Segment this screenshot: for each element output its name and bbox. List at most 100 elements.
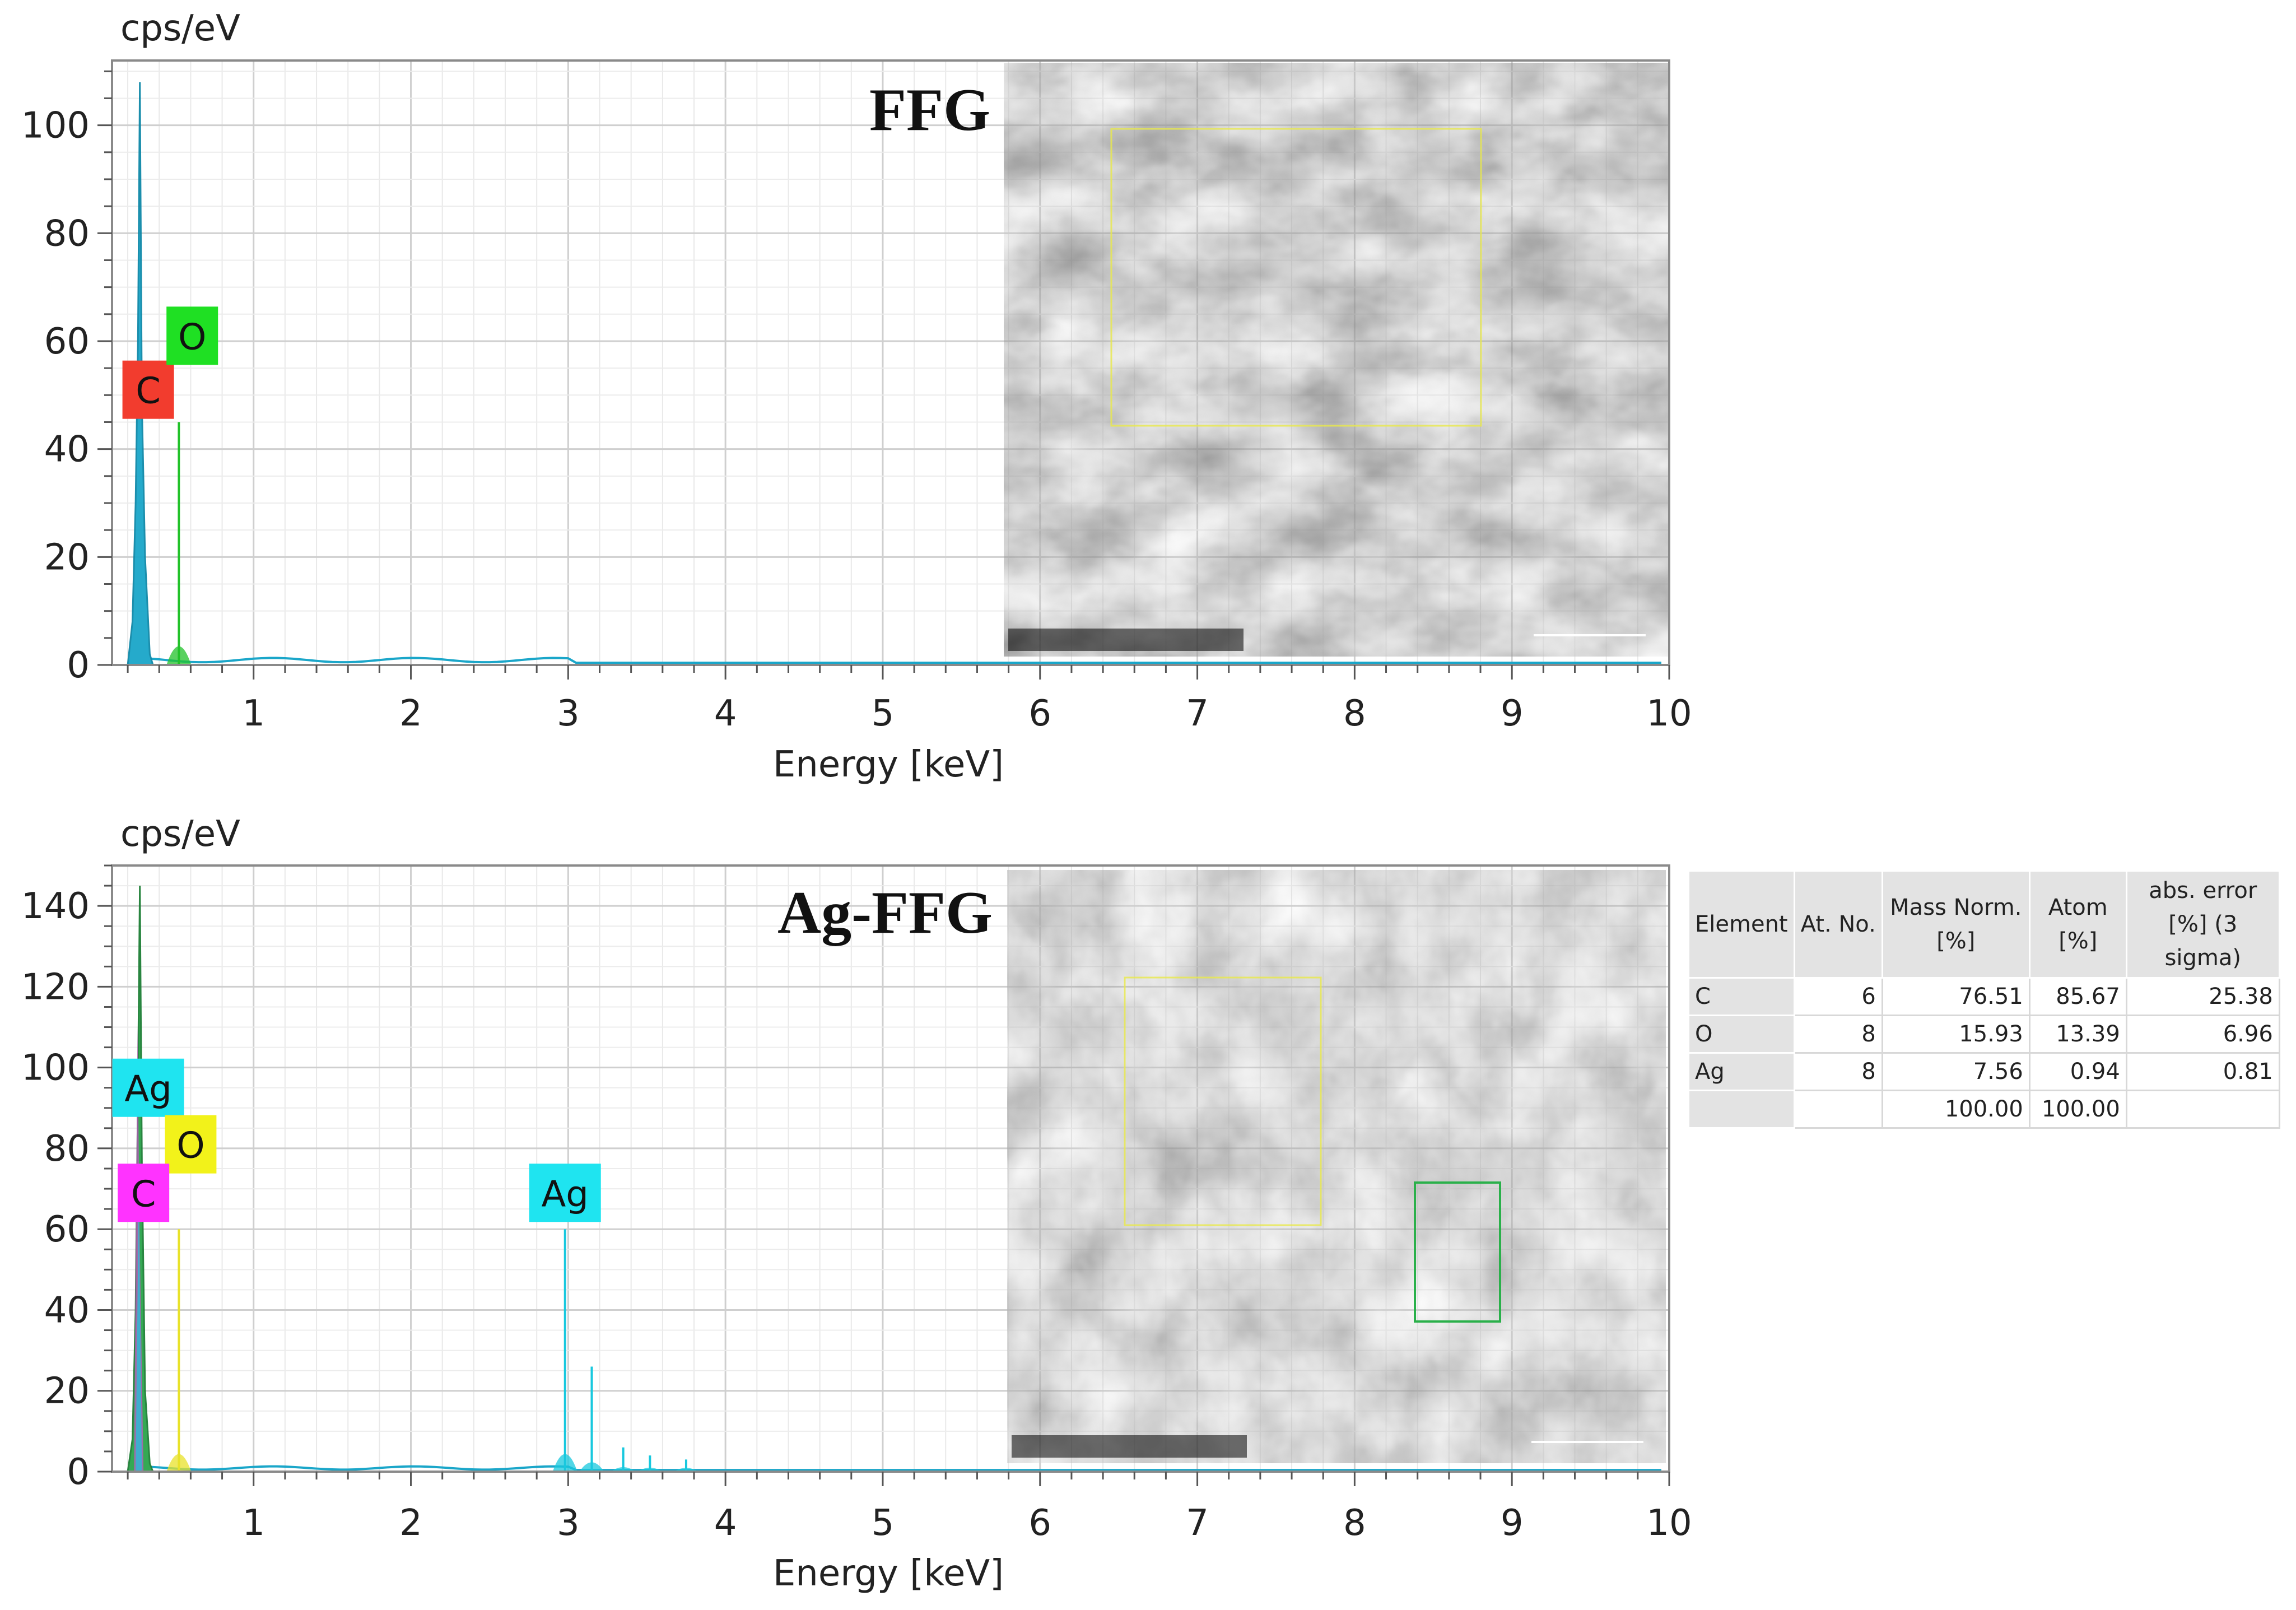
- spectrum-area-box: [1414, 1181, 1501, 1323]
- header-abs-error: abs. error [%] (3 sigma): [2125, 870, 2280, 979]
- peak-hump-ag: [611, 1467, 636, 1472]
- y-tick-label: 0: [67, 645, 90, 686]
- ag-m-peak: [136, 1189, 142, 1472]
- y-tick-label: 60: [44, 1209, 90, 1250]
- table-row: C 6 76.51 85.67 25.38: [1688, 977, 2280, 1016]
- x-tick-label: 9: [1501, 693, 1524, 734]
- peak-label-text: C: [131, 1174, 156, 1215]
- y-axis: 0 20 40 60 80 100: [21, 70, 112, 686]
- cell-at-no: 8: [1793, 1052, 1883, 1091]
- spectrum-area-box: [1124, 976, 1322, 1226]
- spectrum-area-box: [1110, 128, 1482, 427]
- y-tick-label: 20: [44, 1371, 90, 1412]
- peak-label-text: O: [176, 1125, 204, 1167]
- x-tick-label: 3: [557, 1502, 580, 1544]
- table-row: O 8 15.93 13.39 6.96: [1688, 1015, 2280, 1054]
- x-tick-label: 4: [714, 1502, 737, 1544]
- x-tick-label: 1: [242, 693, 265, 734]
- y-tick-label: 20: [44, 537, 90, 578]
- spectrum-baseline: [151, 657, 1661, 664]
- cell-mass: 100.00: [1881, 1090, 2030, 1129]
- cell-mass: 76.51: [1881, 977, 2030, 1016]
- eds-quantification-table: Element At. No. Mass Norm. [%] Atom [%] …: [1688, 870, 2280, 1129]
- x-tick-label: 5: [872, 1502, 895, 1544]
- cell-at-no: [1793, 1090, 1883, 1129]
- chart-title: FFG: [869, 77, 990, 143]
- y-tick-label: 40: [44, 1290, 90, 1331]
- x-axis-label: Energy [keV]: [773, 1553, 1004, 1594]
- ffg-spectrum-chart: 0 20 40 60 80 100 1 2 3 4 5 6 7 8 9 10 cps/eV Energy [keV…: [21, 8, 1692, 785]
- x-tick-label: 1: [242, 1502, 265, 1544]
- x-tick-label: 4: [714, 693, 737, 734]
- x-tick-label: 2: [399, 693, 422, 734]
- peak-hump-o: [166, 1454, 192, 1472]
- header-atom: Atom [%]: [2028, 870, 2127, 979]
- spectrum-baseline: [151, 1465, 1661, 1472]
- x-tick-label: 5: [872, 693, 895, 734]
- y-tick-label: 0: [67, 1451, 90, 1493]
- table-row: 100.00 100.00: [1688, 1090, 2280, 1129]
- y-tick-label: 140: [21, 886, 90, 927]
- eds-table-header: Element At. No. Mass Norm. [%] Atom [%] …: [1688, 870, 2280, 979]
- cell-element: [1688, 1090, 1795, 1129]
- y-tick-label: 100: [21, 105, 90, 147]
- cell-error: 0.81: [2125, 1052, 2280, 1091]
- y-axis-label: cps/eV: [120, 813, 240, 855]
- cell-atom: 0.94: [2028, 1052, 2127, 1091]
- cell-element: Ag: [1688, 1052, 1795, 1091]
- cell-element: O: [1688, 1015, 1795, 1054]
- cell-atom: 85.67: [2028, 977, 2127, 1016]
- x-tick-label: 2: [399, 1502, 422, 1544]
- x-tick-label: 3: [557, 693, 580, 734]
- cell-at-no: 8: [1793, 1015, 1883, 1054]
- peak-label-box: [166, 306, 218, 365]
- y-tick-label: 80: [44, 213, 90, 254]
- eds-table: Element At. No. Mass Norm. [%] Atom [%] …: [1688, 870, 2280, 1129]
- x-tick-label: 9: [1501, 1502, 1524, 1544]
- sem-info-bar: [1012, 1435, 1247, 1458]
- x-axis-label: Energy [keV]: [773, 744, 1004, 785]
- sem-info-bar: [1008, 629, 1244, 651]
- x-tick-label: 6: [1028, 1502, 1051, 1544]
- y-tick-label: 40: [44, 429, 90, 471]
- peak-label-box: [529, 1164, 601, 1222]
- y-tick-label: 80: [44, 1128, 90, 1170]
- peak-label-text: O: [178, 317, 206, 358]
- cell-at-no: 6: [1793, 977, 1883, 1016]
- peak-label-box: [118, 1164, 170, 1222]
- cell-mass: 15.93: [1881, 1015, 2030, 1054]
- cell-error: 6.96: [2125, 1015, 2280, 1054]
- y-axis: 0 20 40 60 80 100 120 140: [21, 864, 112, 1493]
- cell-atom: 13.39: [2028, 1015, 2127, 1054]
- x-tick-label: 10: [1646, 693, 1692, 734]
- table-row: Ag 8 7.56 0.94 0.81: [1688, 1052, 2280, 1091]
- chart-title: Ag-FFG: [777, 880, 993, 946]
- cell-error: 25.38: [2125, 977, 2280, 1016]
- cell-error: [2125, 1090, 2280, 1129]
- y-tick-label: 60: [44, 321, 90, 362]
- cell-atom: 100.00: [2028, 1090, 2127, 1129]
- peak-label-box: [112, 1058, 184, 1117]
- x-axis: 1 2 3 4 5 6 7 8 9 10: [127, 665, 1692, 734]
- peak-label-text: C: [136, 371, 161, 412]
- cell-mass: 7.56: [1881, 1052, 2030, 1091]
- y-tick-label: 120: [21, 966, 90, 1008]
- sem-image: [1004, 63, 1668, 657]
- x-tick-label: 8: [1343, 1502, 1366, 1544]
- x-tick-label: 8: [1343, 693, 1366, 734]
- ag-ffg-spectrum-chart: 0 20 40 60 80 100 120 140 1 2 3 4 5 6 7 8 9 10 cps/eV Energ…: [21, 813, 1692, 1594]
- header-mass-norm: Mass Norm. [%]: [1881, 870, 2030, 979]
- cell-element: C: [1688, 977, 1795, 1016]
- x-tick-label: 6: [1028, 693, 1051, 734]
- peak-label-text: Ag: [542, 1174, 589, 1215]
- peak-hump-ag: [579, 1462, 604, 1472]
- peak-label-box: [122, 360, 174, 419]
- y-axis-label: cps/eV: [120, 8, 240, 49]
- header-atomic-number: At. No.: [1793, 870, 1883, 979]
- peak-hump-ag: [552, 1454, 578, 1472]
- x-tick-label: 10: [1646, 1502, 1692, 1544]
- x-tick-label: 7: [1186, 693, 1209, 734]
- x-tick-label: 7: [1186, 1502, 1209, 1544]
